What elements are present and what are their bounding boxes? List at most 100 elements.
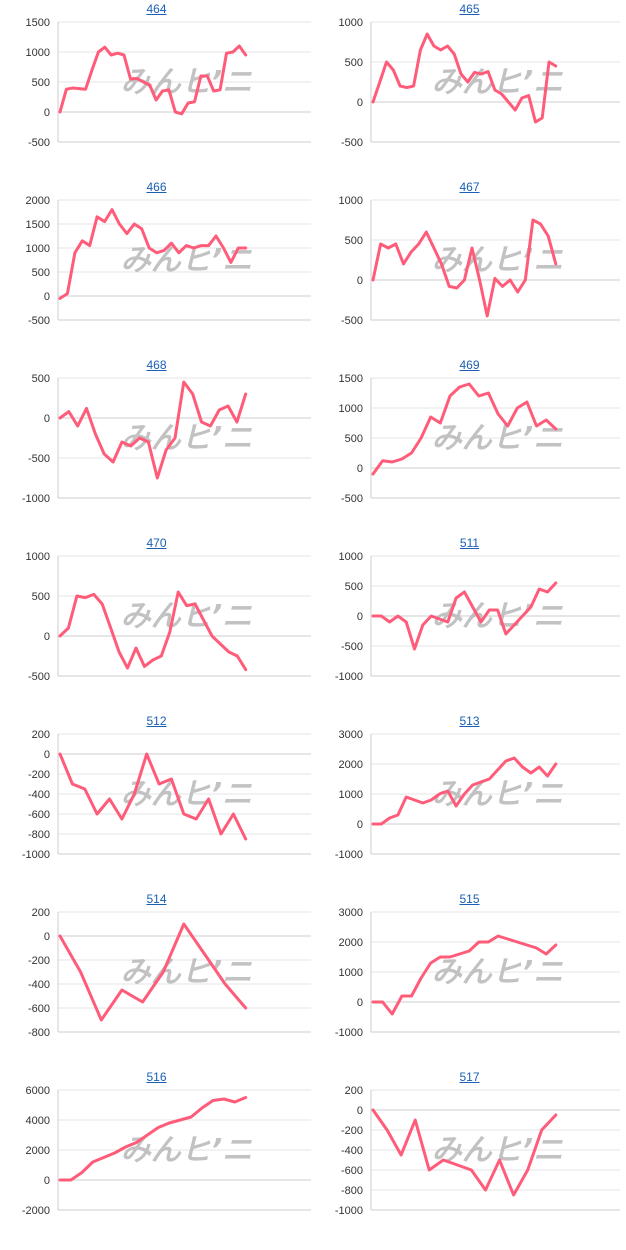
chart-467: 467 1000 500 0 -500 みんヒ’ニ <box>313 178 626 356</box>
chart-title-link[interactable]: 467 <box>459 180 480 194</box>
chart-513: 513 3000 2000 1000 0 -1000 みんヒ’ニ <box>313 712 626 890</box>
chart-title-link[interactable]: 514 <box>146 892 167 906</box>
chart-466: 466 2000 1500 1000 500 0 -500 みんヒ’ニ <box>0 178 313 356</box>
chart-517: 517 200 0 -200 -400 -600 -800 -1000 みんヒ’ニ <box>313 1068 626 1246</box>
y-tick-label: 1000 <box>339 403 363 415</box>
chart-title-link[interactable]: 513 <box>459 714 480 728</box>
watermark-logo: みんヒ’ニ <box>432 599 563 634</box>
chart-title-link[interactable]: 470 <box>146 536 167 550</box>
y-tick-label: 0 <box>357 611 363 623</box>
y-tick-label: -500 <box>341 641 363 653</box>
chart-514: 514 200 0 -200 -400 -600 -800 みんヒ’ニ <box>0 890 313 1068</box>
watermark-logo: みんヒ’ニ <box>121 65 252 100</box>
y-tick-label: 0 <box>357 97 363 109</box>
y-tick-label: 1500 <box>339 373 363 385</box>
y-tick-label: -1000 <box>22 849 50 861</box>
y-tick-label: 500 <box>345 235 363 247</box>
y-tick-label: -1000 <box>335 849 363 861</box>
series-line <box>371 382 558 476</box>
y-tick-label: 0 <box>44 1175 50 1187</box>
chart-title-link[interactable]: 512 <box>146 714 167 728</box>
y-tick-label: -800 <box>28 1027 50 1039</box>
y-tick-label: 1000 <box>339 195 363 207</box>
chart-title-link[interactable]: 511 <box>459 536 480 550</box>
series-line <box>371 934 558 1016</box>
y-tick-label: 1000 <box>26 47 50 59</box>
series-line <box>58 752 248 841</box>
series-line <box>371 218 558 318</box>
chart-title-link[interactable]: 516 <box>146 1070 167 1084</box>
chart-title-link[interactable]: 517 <box>459 1070 480 1084</box>
series-line <box>58 922 248 1022</box>
y-tick-label: 0 <box>357 463 363 475</box>
series-line <box>58 1096 248 1182</box>
y-tick-label: 1000 <box>26 551 50 563</box>
line-chart-svg: 1500 1000 500 0 -500 みんヒ’ニ <box>339 373 620 505</box>
y-tick-label: -500 <box>28 671 50 683</box>
chart-516: 516 6000 4000 2000 0 -2000 みんヒ’ニ <box>0 1068 313 1246</box>
y-tick-label: -400 <box>28 789 50 801</box>
y-tick-label: -500 <box>341 493 363 505</box>
y-tick-label: 500 <box>345 57 363 69</box>
y-tick-label: 0 <box>357 819 363 831</box>
y-tick-label: 1000 <box>339 551 363 563</box>
y-tick-label: -1000 <box>22 493 50 505</box>
y-tick-label: 1500 <box>26 219 50 231</box>
chart-512: 512 200 0 -200 -400 -600 -800 -1000 みんヒ’ニ <box>0 712 313 890</box>
chart-470: 470 1000 500 0 -500 みんヒ’ニ <box>0 534 313 712</box>
y-tick-label: 0 <box>44 291 50 303</box>
chart-title-link[interactable]: 515 <box>459 892 480 906</box>
y-tick-label: 6000 <box>26 1085 50 1097</box>
y-tick-label: 0 <box>357 1105 363 1117</box>
chart-511: 511 1000 500 0 -500 -1000 みんヒ’ニ <box>313 534 626 712</box>
y-tick-label: 3000 <box>339 729 363 741</box>
chart-468: 468 500 0 -500 -1000 みんヒ’ニ <box>0 356 313 534</box>
y-tick-label: -500 <box>28 315 50 327</box>
series-line <box>58 380 248 480</box>
watermark-logo: みんヒ’ニ <box>432 421 563 456</box>
line-chart-svg: 1500 1000 500 0 -500 みんヒ’ニ <box>26 17 311 149</box>
series-line <box>58 590 248 672</box>
chart-title-link[interactable]: 465 <box>459 2 480 16</box>
y-tick-label: -200 <box>28 955 50 967</box>
y-tick-label: -200 <box>28 769 50 781</box>
y-tick-label: -500 <box>341 315 363 327</box>
line-chart-svg: 3000 2000 1000 0 -1000 みんヒ’ニ <box>335 907 620 1039</box>
y-tick-label: 0 <box>44 749 50 761</box>
y-tick-label: 0 <box>357 275 363 287</box>
y-tick-label: -500 <box>28 137 50 149</box>
y-tick-label: 2000 <box>26 195 50 207</box>
y-tick-label: -400 <box>341 1145 363 1157</box>
y-tick-label: 1000 <box>26 243 50 255</box>
chart-title-link[interactable]: 464 <box>146 2 167 16</box>
chart-465: 465 1000 500 0 -500 みんヒ’ニ <box>313 0 626 178</box>
series-line <box>371 756 558 826</box>
y-tick-label: 500 <box>32 267 50 279</box>
chart-title-link[interactable]: 469 <box>459 358 480 372</box>
y-tick-label: 1500 <box>26 17 50 29</box>
chart-title-link[interactable]: 466 <box>146 180 167 194</box>
series-line <box>58 208 248 300</box>
y-tick-label: -600 <box>28 809 50 821</box>
series-line <box>371 1108 558 1197</box>
y-tick-label: 0 <box>44 413 50 425</box>
watermark-logo: みんヒ’ニ <box>432 243 563 278</box>
y-tick-label: 1000 <box>339 17 363 29</box>
line-chart-svg: 1000 500 0 -500 -1000 みんヒ’ニ <box>335 551 620 683</box>
y-tick-label: 500 <box>345 433 363 445</box>
y-tick-label: -500 <box>341 137 363 149</box>
chart-515: 515 3000 2000 1000 0 -1000 みんヒ’ニ <box>313 890 626 1068</box>
chart-469: 469 1500 1000 500 0 -500 みんヒ’ニ <box>313 356 626 534</box>
y-tick-label: 2000 <box>339 937 363 949</box>
y-tick-label: 0 <box>357 997 363 1009</box>
y-tick-label: 500 <box>345 581 363 593</box>
y-tick-label: 3000 <box>339 907 363 919</box>
y-tick-label: -600 <box>28 1003 50 1015</box>
y-tick-label: -800 <box>28 829 50 841</box>
chart-title-link[interactable]: 468 <box>146 358 167 372</box>
